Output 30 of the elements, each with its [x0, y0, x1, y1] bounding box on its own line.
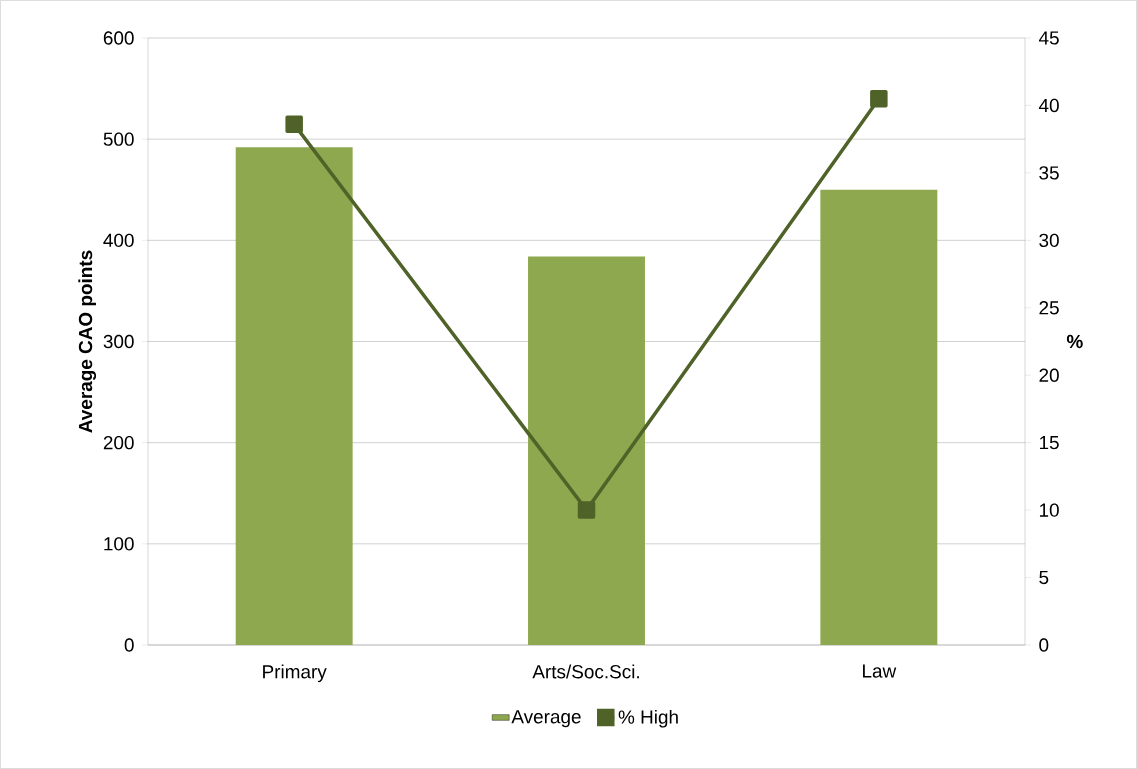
y2-tick-label: 0: [1039, 638, 1049, 652]
y2-tick-label: 45: [1038, 31, 1059, 45]
y2-tick-label: 15: [1039, 436, 1059, 450]
legend-label: % High: [618, 709, 678, 728]
point: [870, 89, 888, 108]
x-tick-label: Arts/Soc.Sci.: [532, 664, 639, 679]
y2-tick-label: 25: [1039, 301, 1059, 315]
y2-tick-label: 30: [1039, 233, 1059, 248]
y2-tick-label: 35: [1039, 166, 1059, 180]
y2-tick-label: 10: [1039, 503, 1059, 517]
y2-axis-title: %: [1066, 334, 1083, 349]
bar: [235, 147, 353, 645]
y2-tick-label: 5: [1039, 570, 1049, 585]
point: [285, 115, 303, 134]
y2-tick-label: 40: [1038, 98, 1059, 113]
point: [577, 501, 596, 519]
y-tick-label: 600: [103, 31, 134, 45]
y-tick-label: 200: [103, 435, 134, 450]
bar: [528, 256, 645, 645]
x-tick-label: Law: [863, 664, 897, 678]
y-tick-label: 300: [103, 334, 134, 349]
legend-label: Average: [511, 710, 581, 728]
y-tick-label: 100: [104, 537, 134, 551]
x-tick-label: Primary: [263, 664, 327, 683]
y-tick-label: 0: [124, 638, 134, 652]
y-axis-title: Average CAO points: [78, 250, 97, 433]
y-tick-label: 400: [103, 233, 134, 248]
bar: [820, 189, 938, 645]
y2-tick-label: 20: [1039, 368, 1059, 382]
y-tick-label: 500: [103, 132, 134, 146]
